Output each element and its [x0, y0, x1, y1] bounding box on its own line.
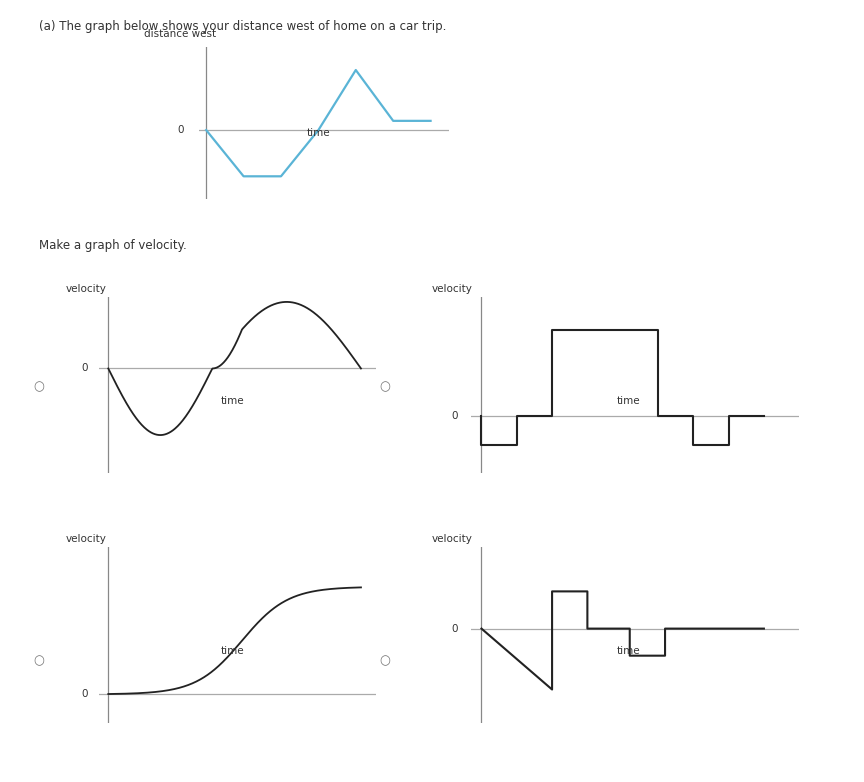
Text: velocity: velocity: [67, 284, 107, 293]
Text: time: time: [220, 646, 244, 656]
Text: ○: ○: [379, 655, 390, 667]
Text: (a) The graph below shows your distance west of home on a car trip.: (a) The graph below shows your distance …: [39, 20, 446, 33]
Text: time: time: [307, 127, 330, 138]
Text: 0: 0: [82, 689, 88, 699]
Text: velocity: velocity: [431, 284, 473, 293]
Text: ○: ○: [379, 381, 390, 393]
Text: time: time: [220, 396, 244, 406]
Text: distance west: distance west: [143, 29, 216, 39]
Text: 0: 0: [177, 125, 184, 135]
Text: 0: 0: [451, 623, 458, 633]
Text: 0: 0: [82, 364, 88, 374]
Text: ○: ○: [34, 655, 44, 667]
Text: ○: ○: [34, 381, 44, 393]
Text: velocity: velocity: [431, 534, 473, 544]
Text: velocity: velocity: [67, 534, 107, 544]
Text: 0: 0: [451, 411, 458, 421]
Text: time: time: [617, 646, 640, 656]
Text: time: time: [617, 396, 640, 406]
Text: Make a graph of velocity.: Make a graph of velocity.: [39, 239, 187, 252]
